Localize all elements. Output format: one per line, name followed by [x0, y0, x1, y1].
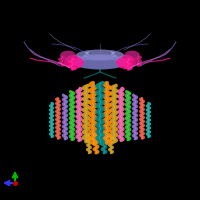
Ellipse shape [124, 51, 140, 61]
Ellipse shape [64, 55, 84, 69]
Ellipse shape [76, 49, 124, 60]
Ellipse shape [72, 54, 128, 70]
Ellipse shape [60, 51, 76, 61]
Ellipse shape [116, 55, 136, 69]
